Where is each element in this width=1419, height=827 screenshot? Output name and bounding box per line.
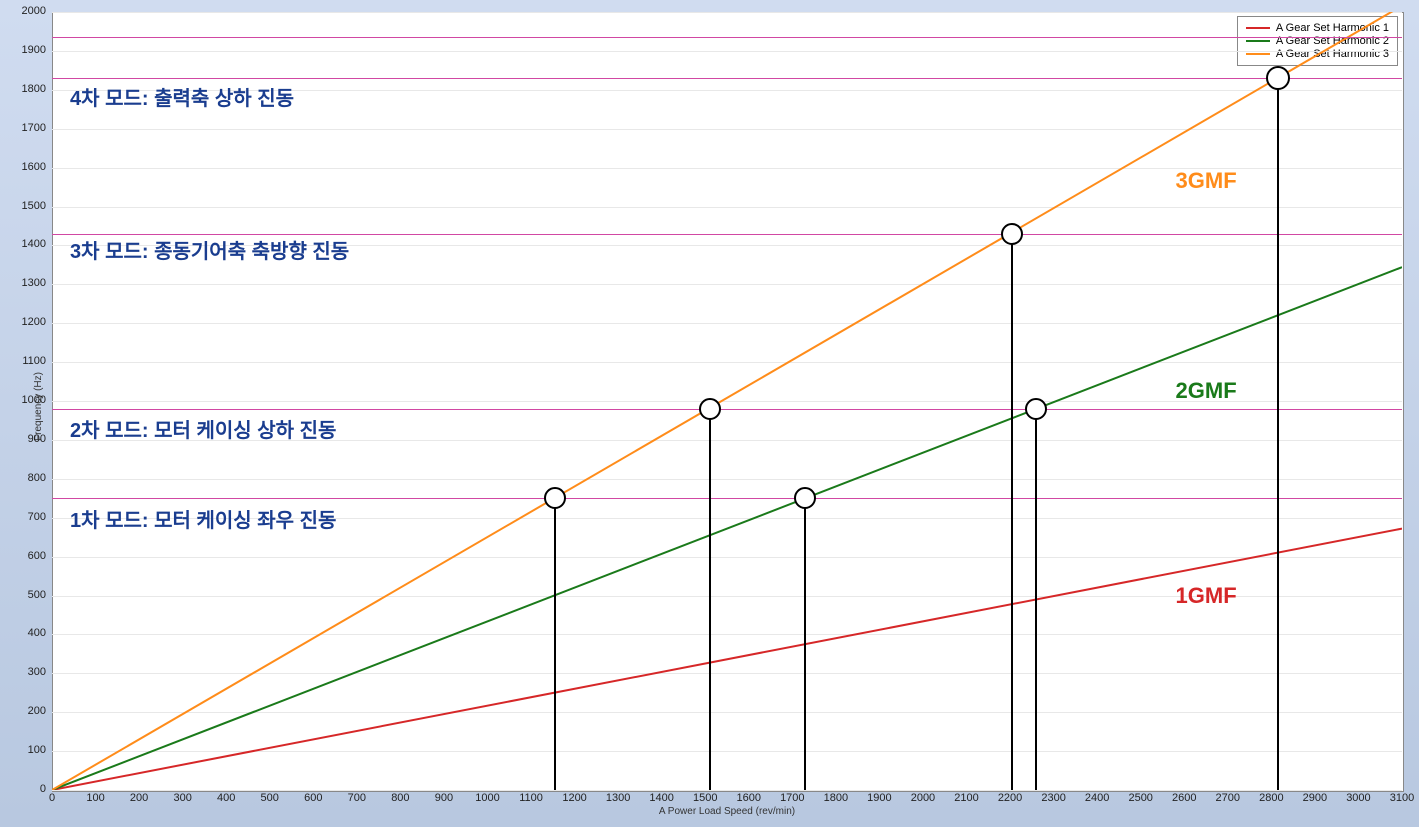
intersection-marker — [544, 487, 566, 509]
mode-label: 2차 모드: 모터 케이싱 상하 진동 — [70, 414, 336, 443]
y-tick-label: 300 — [12, 666, 46, 678]
x-tick-label: 3000 — [1340, 792, 1376, 804]
x-tick-label: 1900 — [861, 792, 897, 804]
y-tick-label: 1300 — [12, 277, 46, 289]
y-tick-label: 1400 — [12, 238, 46, 250]
gmf-label: 1GMF — [1176, 583, 1237, 609]
x-tick-label: 1500 — [687, 792, 723, 804]
x-tick-label: 300 — [165, 792, 201, 804]
y-tick-label: 1600 — [12, 161, 46, 173]
x-tick-label: 1100 — [513, 792, 549, 804]
y-tick-label: 500 — [12, 589, 46, 601]
intersection-marker — [1025, 398, 1047, 420]
marker-stem — [1011, 234, 1013, 790]
y-tick-label: 100 — [12, 744, 46, 756]
intersection-marker — [699, 398, 721, 420]
x-tick-label: 2600 — [1166, 792, 1202, 804]
y-tick-label: 600 — [12, 550, 46, 562]
x-tick-label: 2500 — [1123, 792, 1159, 804]
x-tick-label: 2100 — [949, 792, 985, 804]
mode-line — [52, 409, 1402, 410]
x-tick-label: 1300 — [600, 792, 636, 804]
x-tick-label: 700 — [339, 792, 375, 804]
mode-label: 3차 모드: 종동기어축 축방향 진동 — [70, 235, 349, 264]
mode-line — [52, 78, 1402, 79]
chart-container: Frequency (Hz) A Power Load Speed (rev/m… — [0, 0, 1419, 827]
y-tick-label: 1200 — [12, 316, 46, 328]
x-tick-label: 100 — [78, 792, 114, 804]
x-tick-label: 2900 — [1297, 792, 1333, 804]
x-tick-label: 500 — [252, 792, 288, 804]
gmf-label: 3GMF — [1176, 168, 1237, 194]
x-tick-label: 1000 — [469, 792, 505, 804]
x-tick-label: 1700 — [774, 792, 810, 804]
x-tick-label: 200 — [121, 792, 157, 804]
x-axis-label: A Power Load Speed (rev/min) — [637, 806, 817, 817]
y-tick-label: 200 — [12, 705, 46, 717]
mode-label: 4차 모드: 출력축 상하 진동 — [70, 82, 294, 111]
y-axis-label: Frequency (Hz) — [33, 372, 44, 441]
y-tick-label: 1100 — [12, 355, 46, 367]
x-tick-label: 0 — [34, 792, 70, 804]
intersection-marker — [1001, 223, 1023, 245]
y-tick-label: 1900 — [12, 44, 46, 56]
marker-stem — [804, 498, 806, 790]
gmf-label: 2GMF — [1176, 378, 1237, 404]
marker-stem — [554, 498, 556, 790]
x-tick-label: 2000 — [905, 792, 941, 804]
y-tick-label: 800 — [12, 472, 46, 484]
x-tick-label: 1800 — [818, 792, 854, 804]
y-tick-label: 900 — [12, 433, 46, 445]
x-tick-label: 1600 — [731, 792, 767, 804]
y-tick-label: 700 — [12, 511, 46, 523]
marker-stem — [709, 409, 711, 790]
marker-stem — [1277, 78, 1279, 790]
intersection-marker — [794, 487, 816, 509]
mode-line — [52, 498, 1402, 499]
marker-stem — [1035, 409, 1037, 790]
y-tick-label: 1000 — [12, 394, 46, 406]
mode-label: 1차 모드: 모터 케이싱 좌우 진동 — [70, 504, 336, 533]
y-tick-label: 1800 — [12, 83, 46, 95]
x-tick-label: 800 — [382, 792, 418, 804]
intersection-marker — [1266, 66, 1290, 90]
y-tick-label: 1500 — [12, 200, 46, 212]
y-tick-label: 400 — [12, 627, 46, 639]
x-tick-label: 2400 — [1079, 792, 1115, 804]
series-line — [52, 529, 1402, 790]
x-tick-label: 3100 — [1384, 792, 1419, 804]
x-tick-label: 1200 — [557, 792, 593, 804]
x-tick-label: 2300 — [1036, 792, 1072, 804]
x-tick-label: 900 — [426, 792, 462, 804]
x-tick-label: 2700 — [1210, 792, 1246, 804]
x-tick-label: 1400 — [644, 792, 680, 804]
x-tick-label: 2200 — [992, 792, 1028, 804]
x-tick-label: 600 — [295, 792, 331, 804]
x-tick-label: 400 — [208, 792, 244, 804]
y-tick-label: 2000 — [12, 5, 46, 17]
y-tick-label: 1700 — [12, 122, 46, 134]
mode-line — [52, 37, 1402, 38]
x-tick-label: 2800 — [1253, 792, 1289, 804]
gridline-h — [52, 790, 1402, 791]
